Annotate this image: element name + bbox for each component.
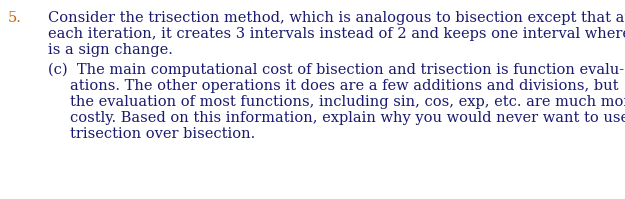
Text: 5.: 5.: [8, 11, 22, 25]
Text: the evaluation of most functions, including sin, cos, exp, etc. are much more: the evaluation of most functions, includ…: [70, 95, 625, 109]
Text: trisection over bisection.: trisection over bisection.: [70, 127, 255, 141]
Text: Consider the trisection method, which is analogous to bisection except that at: Consider the trisection method, which is…: [48, 11, 625, 25]
Text: (c)  The main computational cost of bisection and trisection is function evalu-: (c) The main computational cost of bisec…: [48, 63, 624, 77]
Text: costly. Based on this information, explain why you would never want to use: costly. Based on this information, expla…: [70, 111, 625, 125]
Text: ations. The other operations it does are a few additions and divisions, but: ations. The other operations it does are…: [70, 79, 619, 93]
Text: each iteration, it creates 3 intervals instead of 2 and keeps one interval where: each iteration, it creates 3 intervals i…: [48, 27, 625, 41]
Text: is a sign change.: is a sign change.: [48, 43, 173, 57]
